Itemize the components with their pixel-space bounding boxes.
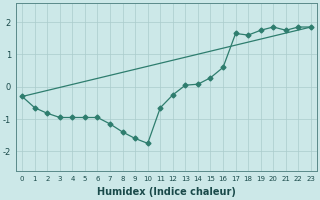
X-axis label: Humidex (Indice chaleur): Humidex (Indice chaleur) — [97, 187, 236, 197]
